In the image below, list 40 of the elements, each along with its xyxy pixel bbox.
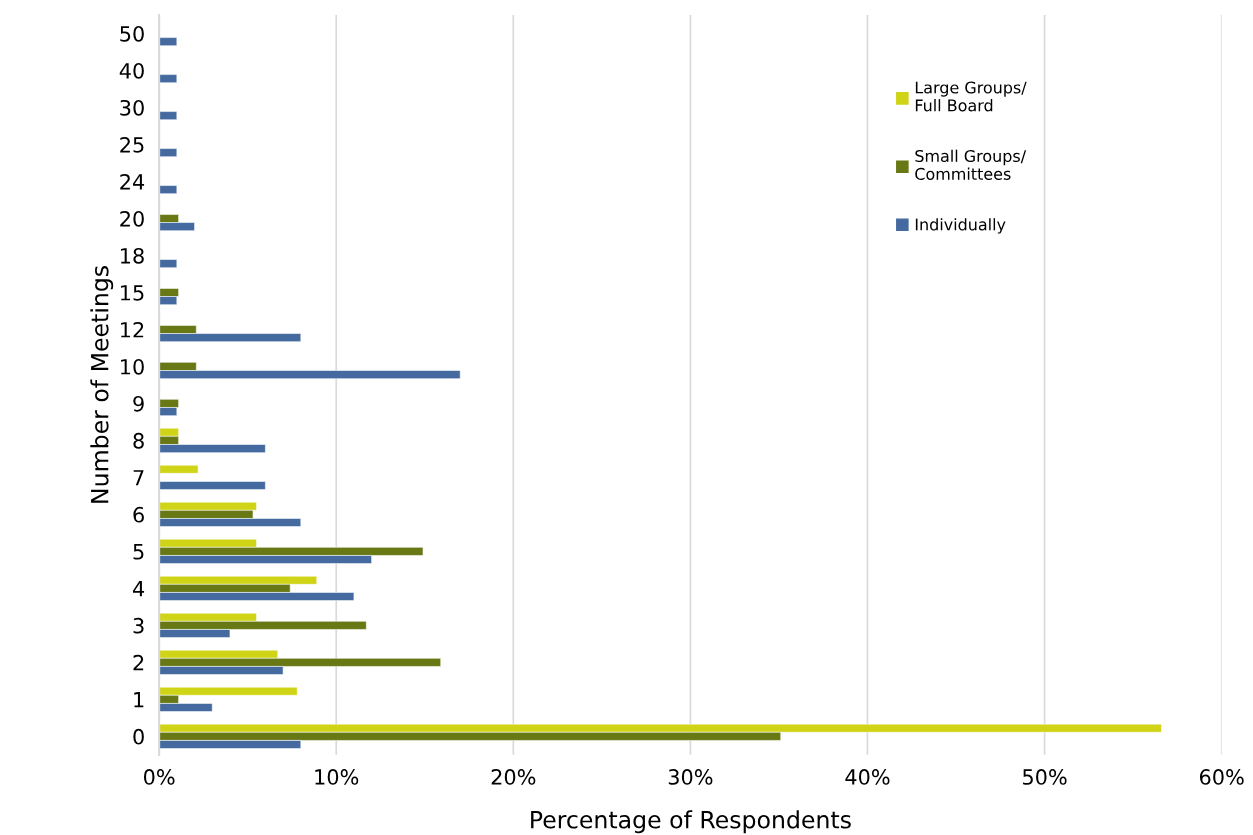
bar [159, 185, 178, 194]
y-tick-label: 50 [120, 25, 144, 42]
y-tick-label: 25 [120, 136, 144, 153]
y-tick-label: 5 [133, 544, 144, 560]
y-axis-title: Number of Meetings [90, 266, 114, 503]
x-tick-label: 30% [668, 769, 713, 785]
y-tick-label: 10 [121, 358, 144, 375]
y-tick-label: 15 [121, 285, 144, 301]
bar [159, 111, 178, 120]
y-tick-label: 3 [133, 617, 144, 634]
y-tick-label: 6 [133, 506, 144, 523]
bar [159, 148, 178, 157]
y-tick-label: 7 [133, 470, 144, 486]
bar [159, 74, 178, 83]
y-tick-label: 1 [134, 692, 144, 708]
y-tick-label: 24 [120, 173, 145, 190]
x-tick-label: 40% [845, 769, 890, 785]
y-tick-label: 4 [133, 581, 145, 597]
y-tick-label: 18 [121, 247, 144, 264]
x-tick-label: 20% [491, 769, 536, 785]
bar [159, 481, 266, 490]
legend-label: Large Groups/ Full Board [915, 81, 1027, 112]
y-tick-label: 9 [133, 395, 144, 412]
legend-label: Individually [915, 218, 1006, 234]
x-tick-label: 10% [315, 769, 359, 785]
x-axis-title: Percentage of Respondents [531, 810, 851, 834]
x-tick-label: 50% [1023, 769, 1067, 785]
y-tick-label: 0 [133, 728, 144, 745]
y-tick-label: 40 [119, 62, 144, 79]
legend-label: Small Groups/ Committees [915, 149, 1027, 180]
y-tick-label: 2 [133, 654, 144, 671]
bar [159, 37, 178, 47]
bar [159, 259, 178, 268]
y-tick-label: 8 [133, 432, 144, 449]
y-tick-label: 12 [121, 321, 144, 338]
x-tick-label: 60% [1199, 769, 1244, 785]
x-tick-label: 0% [143, 769, 175, 785]
bar [159, 464, 199, 474]
y-tick-label: 30 [120, 99, 144, 116]
y-tick-label: 20 [120, 210, 144, 227]
